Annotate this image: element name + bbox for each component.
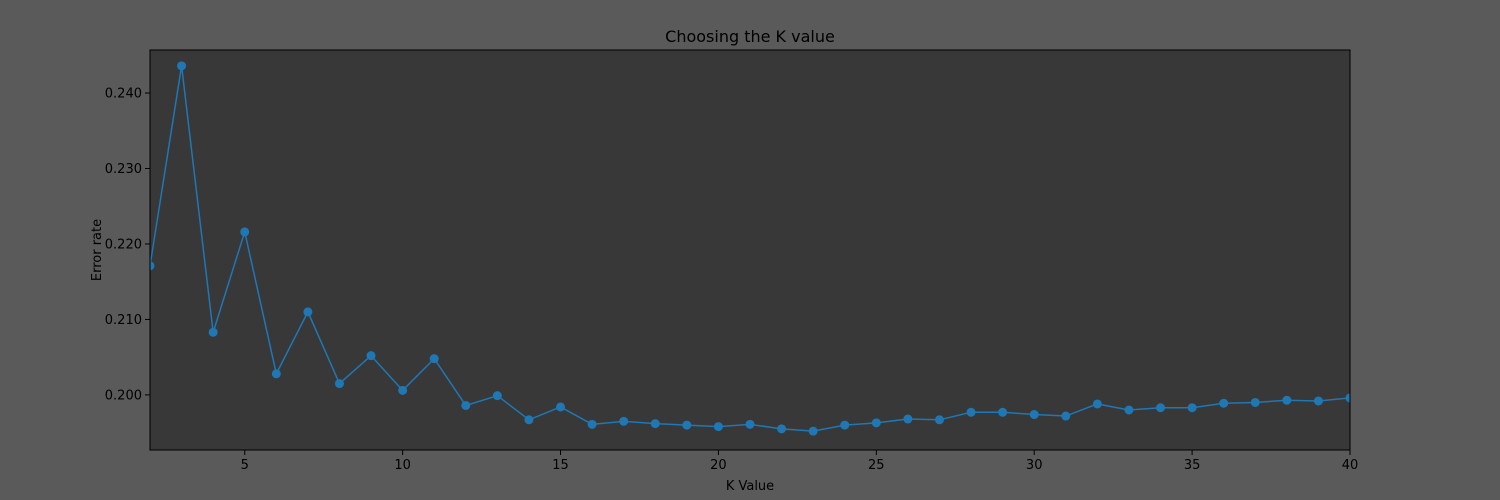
data-point [461, 400, 471, 410]
data-point [966, 407, 976, 417]
data-point [1345, 393, 1350, 403]
data-point [1219, 398, 1229, 408]
y-tick-label: 0.240 [105, 87, 142, 102]
data-point [1061, 411, 1071, 421]
x-tick-label: 25 [868, 458, 885, 473]
data-point [1282, 395, 1292, 405]
data-point [1156, 403, 1166, 413]
data-point [840, 420, 850, 430]
data-point [492, 391, 502, 401]
x-tick-label: 10 [394, 458, 411, 473]
y-tick-label: 0.210 [105, 313, 142, 328]
data-point [871, 418, 881, 428]
x-tick-label: 30 [1026, 458, 1043, 473]
y-tick-label: 0.220 [105, 237, 142, 252]
error-rate-series [150, 61, 1350, 436]
data-point [334, 379, 344, 389]
data-point [303, 307, 313, 317]
data-point [429, 354, 439, 364]
x-tick-label: 35 [1184, 458, 1201, 473]
data-point [177, 61, 187, 71]
y-tick-label: 0.200 [105, 388, 142, 403]
data-point [1124, 405, 1134, 415]
x-tick-label: 15 [552, 458, 569, 473]
data-point [1092, 399, 1102, 409]
data-point [524, 415, 534, 425]
data-point [556, 402, 566, 412]
axis-ticks: 5 10 15 20 25 30 35 40 0.200 0.210 0.220 0.230 0.240 [105, 87, 1358, 473]
x-tick-label: 5 [241, 458, 249, 473]
data-point [998, 407, 1008, 417]
y-tick-label: 0.230 [105, 162, 142, 177]
plot-area [150, 50, 1350, 450]
data-point [1313, 396, 1323, 406]
data-point [745, 419, 755, 429]
data-point [587, 419, 597, 429]
data-point [398, 385, 408, 395]
chart-title: Choosing the K value [665, 27, 835, 46]
data-point [808, 426, 818, 436]
data-point [934, 415, 944, 425]
data-point [619, 416, 629, 426]
data-point [1029, 410, 1039, 420]
data-point [208, 327, 218, 337]
x-tick-label: 20 [710, 458, 727, 473]
data-point [650, 419, 660, 429]
data-point [903, 414, 913, 424]
data-point [240, 227, 250, 237]
x-axis-label: K Value [726, 479, 774, 494]
data-point [1187, 403, 1197, 413]
data-point [713, 422, 723, 432]
data-point [777, 424, 787, 434]
y-axis-label: Error rate [90, 219, 105, 281]
data-point [682, 420, 692, 430]
x-tick-label: 40 [1342, 458, 1359, 473]
data-point [1250, 397, 1260, 407]
data-point [366, 351, 376, 361]
data-point [150, 261, 155, 271]
data-point [271, 369, 281, 379]
plot-frame [149, 49, 1351, 451]
